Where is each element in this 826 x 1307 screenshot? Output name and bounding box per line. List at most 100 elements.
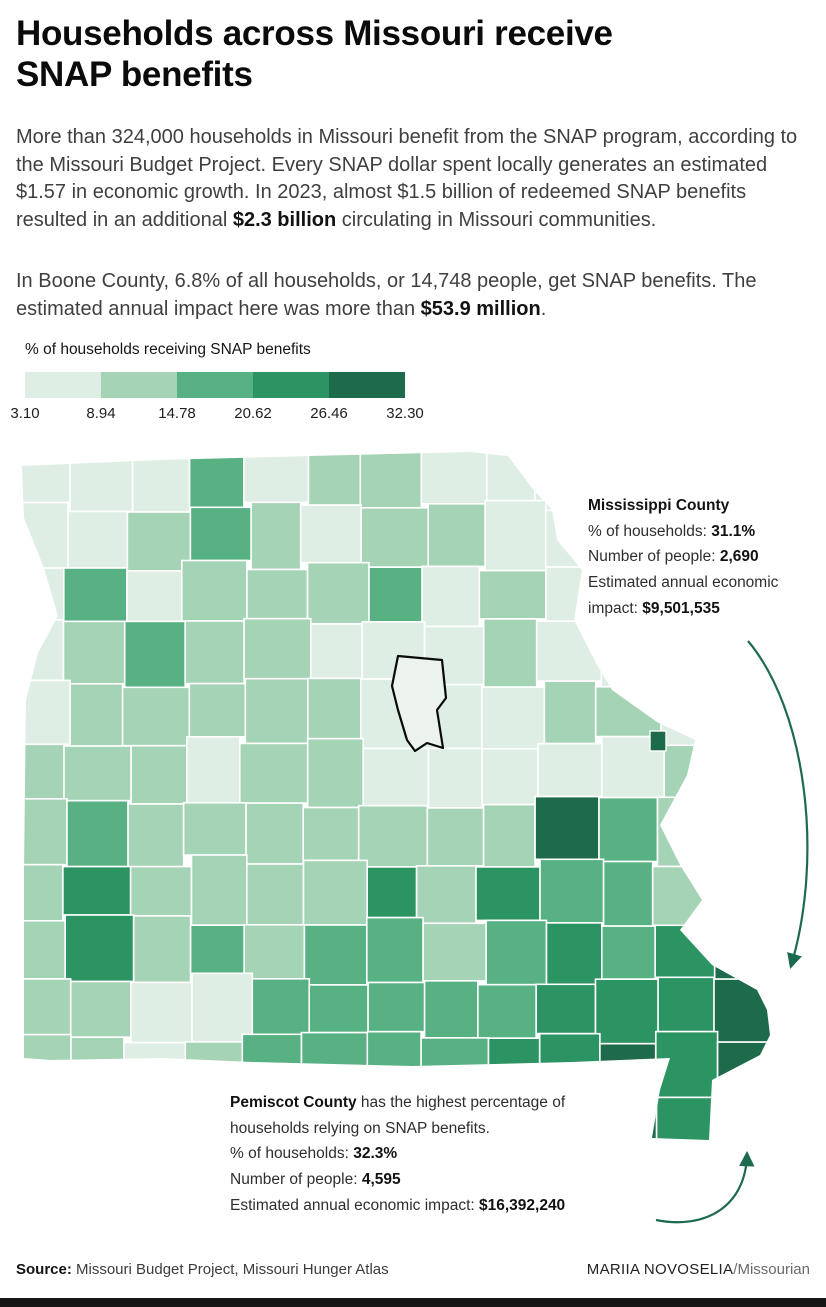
county-cell (482, 618, 538, 688)
county-cell (188, 682, 247, 738)
county-cell (535, 620, 603, 682)
legend-title: % of households receiving SNAP benefits (25, 341, 311, 358)
county-cell (302, 859, 369, 926)
county-cell (62, 865, 132, 916)
county-cell (365, 916, 424, 984)
mississippi-arrow (747, 640, 809, 969)
county-cell (190, 854, 248, 926)
county-cell (485, 919, 548, 986)
county-cell (186, 735, 241, 804)
county-cell (130, 744, 188, 805)
legend-tick-label: 3.10 (10, 405, 40, 422)
county-cell (538, 1032, 601, 1093)
county-cell (69, 980, 132, 1039)
county-cell (543, 680, 597, 745)
county-cell (189, 924, 246, 975)
county-cell (62, 620, 126, 685)
county-cell (427, 747, 483, 809)
county-cell (243, 923, 306, 980)
county-cell (484, 499, 547, 572)
county-cell (251, 977, 311, 1036)
county-cell (359, 452, 423, 509)
county-cell (537, 742, 603, 798)
county-cell (69, 683, 124, 747)
county-cell (422, 922, 487, 982)
county-cell (184, 620, 245, 685)
legend-swatch (329, 372, 405, 398)
county-cell (482, 803, 536, 868)
county-cell (66, 799, 129, 868)
county-cell (594, 686, 662, 738)
county-cell (362, 747, 430, 807)
county-cell (22, 919, 67, 980)
county-cell (660, 676, 716, 747)
bottom-border-bar (0, 1298, 826, 1307)
county-cell (716, 1041, 770, 1102)
county-cell (132, 915, 192, 984)
boone-paragraph: In Boone County, 6.8% of all households,… (16, 270, 757, 320)
county-cell (300, 1031, 369, 1096)
county-cell (600, 622, 657, 688)
pemiscot-arrow (655, 1150, 755, 1224)
legend-tick-label: 14.78 (158, 405, 196, 422)
pemiscot-county-annotation: Pemiscot County has the highest percenta… (230, 1094, 566, 1214)
county-cell (306, 677, 362, 740)
missouri-map-svg (22, 452, 809, 1224)
county-cell (475, 866, 541, 922)
county-cell (713, 978, 770, 1043)
legend: % of households receiving SNAP benefits … (10, 341, 423, 423)
footer: Source: Missouri Budget Project, Missour… (16, 1261, 810, 1278)
county-cell (22, 797, 68, 866)
county-cell (67, 510, 129, 569)
county-cell (594, 978, 659, 1045)
county-cell (306, 561, 370, 625)
county-cell (299, 504, 362, 564)
county-cell (22, 978, 72, 1036)
county-cell (485, 452, 536, 502)
county-cell (126, 511, 192, 572)
county-cell (535, 983, 597, 1035)
county-cell (480, 686, 546, 750)
county-cell (246, 863, 305, 926)
county-cell (62, 567, 128, 623)
county-cell (69, 452, 134, 513)
county-cell (64, 914, 135, 983)
county-cell (182, 801, 247, 856)
county-cell (477, 983, 537, 1040)
county-cell (427, 503, 486, 568)
county-cell (243, 617, 312, 680)
county-cell (602, 860, 654, 927)
legend-tick-label: 20.62 (234, 405, 272, 422)
county-cell (250, 501, 302, 571)
county-cell (245, 802, 305, 865)
county-cell (487, 1037, 541, 1093)
county-cell (22, 679, 71, 746)
county-cell (545, 922, 603, 986)
legend-swatch (25, 372, 101, 398)
intro-paragraph: More than 324,000 households in Missouri… (16, 126, 798, 231)
county-cell (368, 566, 423, 623)
county-cell (22, 619, 65, 682)
county-cell (123, 1041, 187, 1104)
county-cell (306, 737, 365, 809)
county-cell (309, 623, 363, 680)
county-cell (22, 567, 65, 621)
boone-county-outline (390, 654, 448, 753)
st-louis-city-cell (649, 730, 667, 752)
county-cell (303, 924, 368, 986)
mississippi-county-annotation: Mississippi County% of households: 31.1%… (588, 497, 779, 617)
county-cell (70, 1036, 125, 1096)
county-cell (63, 745, 132, 802)
legend-color-scale (25, 372, 405, 398)
page-title: Households across Missouri receive SNAP … (16, 14, 613, 94)
county-cell (246, 568, 309, 620)
county-cell (654, 924, 716, 979)
county-cell (243, 452, 310, 504)
county-cell (22, 452, 71, 504)
county-cell (655, 1096, 714, 1140)
county-cell (421, 565, 481, 628)
county-cell (188, 452, 245, 509)
county-cell (598, 796, 659, 863)
legend-tick-label: 26.46 (310, 405, 348, 422)
